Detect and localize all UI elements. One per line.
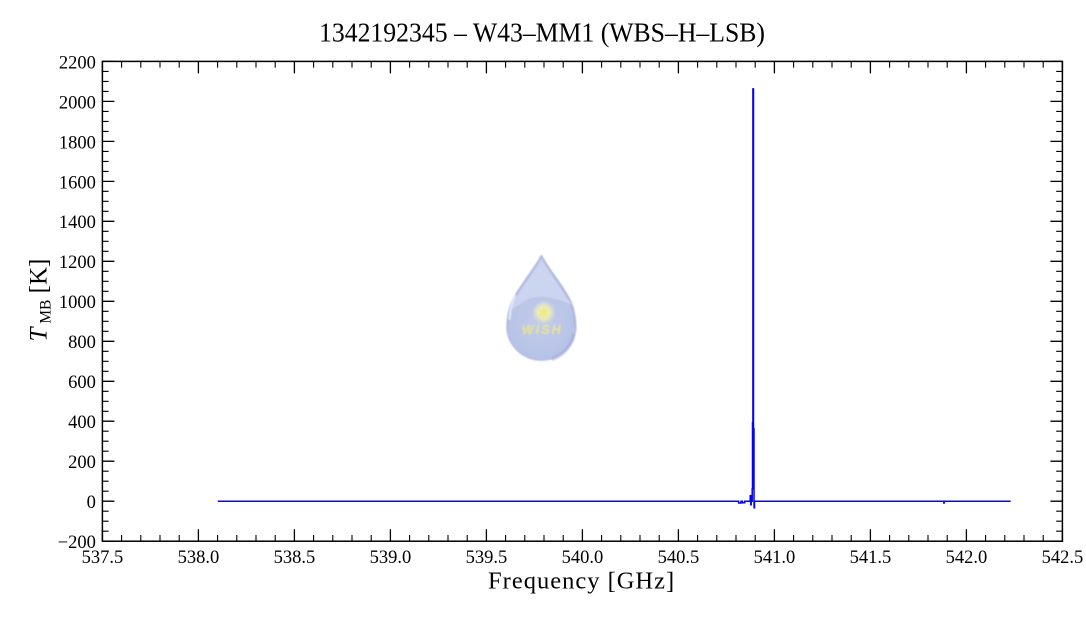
svg-text:Frequency [GHz]: Frequency [GHz] <box>488 568 675 595</box>
svg-text:537.5: 537.5 <box>82 548 124 568</box>
svg-text:542.0: 542.0 <box>946 548 988 568</box>
svg-text:540.0: 540.0 <box>562 548 604 568</box>
svg-text:542.5: 542.5 <box>1042 548 1084 568</box>
svg-text:1200: 1200 <box>59 253 96 273</box>
svg-text:2200: 2200 <box>59 53 96 73</box>
svg-text:1000: 1000 <box>59 293 96 313</box>
svg-text:541.5: 541.5 <box>850 548 892 568</box>
svg-text:540.5: 540.5 <box>658 548 700 568</box>
svg-text:2000: 2000 <box>59 93 96 113</box>
svg-text:1400: 1400 <box>59 213 96 233</box>
svg-text:200: 200 <box>68 453 96 473</box>
svg-text:1342192345 – W43–MM1 (WBS–H–LS: 1342192345 – W43–MM1 (WBS–H–LSB) <box>319 17 765 47</box>
svg-text:541.0: 541.0 <box>754 548 796 568</box>
svg-text:600: 600 <box>68 373 96 393</box>
svg-text:T MB [K]: T MB [K] <box>26 259 55 342</box>
svg-text:538.0: 538.0 <box>178 548 220 568</box>
svg-text:400: 400 <box>68 413 96 433</box>
svg-text:1800: 1800 <box>59 133 96 153</box>
svg-text:0: 0 <box>87 493 96 513</box>
svg-text:539.5: 539.5 <box>466 548 508 568</box>
svg-text:−200: −200 <box>58 533 96 553</box>
svg-text:1600: 1600 <box>59 173 96 193</box>
svg-text:538.5: 538.5 <box>274 548 316 568</box>
svg-text:WISH: WISH <box>522 323 563 337</box>
svg-text:539.0: 539.0 <box>370 548 412 568</box>
svg-text:800: 800 <box>68 333 96 353</box>
